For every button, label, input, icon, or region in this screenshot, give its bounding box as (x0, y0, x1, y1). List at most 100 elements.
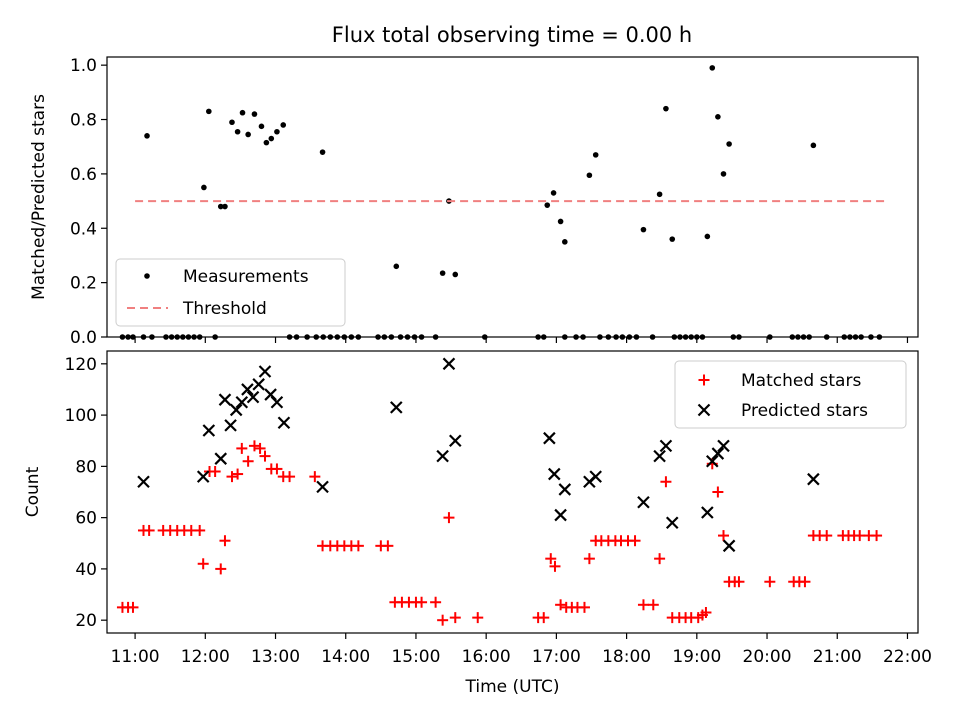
predicted-star-point-b (246, 390, 260, 404)
predicted-star-point (277, 416, 291, 430)
legend-predicted-marker (697, 403, 711, 417)
matched-star-point (472, 612, 484, 624)
predicted-star-point-b (543, 431, 556, 445)
matched-star-point (352, 540, 364, 552)
predicted-star-point-b (554, 508, 567, 522)
predicted-star-point-b (717, 439, 730, 453)
predicted-star-point (390, 401, 403, 414)
predicted-star-point (589, 470, 602, 483)
bottom-xtick-label: 22:00 (883, 647, 932, 667)
predicted-star-point (218, 393, 232, 406)
bottom-xtick-label: 15:00 (391, 647, 440, 667)
legend-matched-marker (698, 374, 710, 386)
top-ytick-label: 0.2 (70, 274, 97, 294)
top-panel: 0.0 0.2 0.4 0.6 0.8 1.0 Matched/Predicted sta… (29, 56, 919, 348)
predicted-star-point (241, 383, 254, 396)
top-ytick-label: 0.6 (70, 165, 97, 185)
top-y-axis-label: Matched/Predicted stars (29, 94, 49, 300)
measurement-point (206, 108, 212, 115)
matched-star-point (821, 530, 833, 542)
bottom-ytick-label: 120 (65, 355, 97, 375)
predicted-star-point-b (448, 434, 462, 448)
matched-star-point (215, 563, 227, 575)
matched-star-point (416, 596, 428, 608)
top-plot-frame (106, 56, 919, 338)
measurement-point (592, 152, 599, 158)
bottom-ytick-label: 60 (75, 509, 97, 529)
predicted-star-point-b (637, 495, 650, 509)
bottom-y-axis-label: Count (23, 466, 43, 517)
predicted-star-point-b (659, 439, 673, 453)
bottom-ytick-label: 40 (75, 560, 97, 580)
predicted-star-point (224, 419, 237, 432)
matched-star-point (647, 599, 659, 611)
bottom-xtick-label: 18:00 (602, 647, 651, 667)
top-x-ticks (134, 337, 909, 343)
measurement-point (557, 218, 564, 225)
bottom-legend: Matched stars Predicted stars (674, 360, 907, 429)
predicted-star-point-b (390, 401, 403, 414)
predicted-star-point (665, 516, 679, 530)
measurement-point (280, 122, 287, 128)
matched-star-point (143, 524, 155, 536)
predicted-star-point-b (548, 467, 561, 481)
matched-star-point (799, 576, 811, 588)
bottom-x-ticks: 11:00 12:00 13:00 14:00 15:00 16:00 17:00 18:00… (111, 633, 932, 667)
measurement-point (229, 119, 235, 126)
predicted-star-point-b (214, 452, 228, 465)
measurement-point (263, 139, 270, 146)
predicted-star-point-b (235, 395, 249, 409)
predicted-star-point-b (252, 378, 265, 391)
predicted-star-point (316, 480, 329, 494)
measurement-point (550, 190, 557, 196)
matched-star-point (219, 535, 231, 547)
measurement-point (544, 202, 551, 208)
bottom-ytick-label: 20 (75, 611, 97, 631)
matched-star-point (712, 486, 724, 498)
matched-star-point (236, 442, 248, 454)
predicted-star-point (436, 449, 449, 463)
predicted-star-point-b (705, 454, 719, 468)
bottom-xtick-label: 11:00 (111, 647, 160, 667)
matched-star-point (871, 530, 883, 542)
predicted-star-point (722, 539, 736, 553)
bottom-y-ticks: 20 40 60 80 100 120 (65, 355, 107, 631)
predicted-star-point-b (218, 393, 232, 406)
predicted-star-point (701, 506, 714, 519)
predicted-star-point-b (807, 472, 820, 486)
measurement-point (274, 128, 280, 135)
measurement-point (201, 184, 207, 191)
legend-matched-label: Matched stars (741, 371, 861, 391)
measurement-point (640, 226, 647, 233)
bottom-plot-frame (106, 350, 919, 634)
matched-star-point (629, 535, 641, 547)
predicted-star-point-b (137, 475, 150, 489)
predicted-star-point-b (202, 424, 216, 437)
predicted-star-point-b (241, 383, 254, 396)
predicted-star-point-b (229, 403, 243, 417)
predicted-star-point (705, 454, 719, 468)
bottom-xtick-label: 16:00 (462, 647, 511, 667)
predicted-star-point-b (277, 416, 291, 430)
measurement-point (715, 114, 721, 120)
predicted-star-point (270, 395, 284, 409)
matched-star-point (449, 612, 461, 624)
measurement-point (562, 239, 568, 245)
predicted-star-point (246, 390, 260, 404)
matched-star-point (583, 553, 595, 565)
matched-star-point (660, 476, 672, 488)
predicted-star-point (807, 472, 820, 486)
legend-predicted-cross-b (697, 403, 711, 417)
predicted-star-point-b (436, 449, 449, 463)
predicted-star-point (137, 475, 150, 489)
legend-measurements-label: Measurements (183, 267, 309, 287)
bottom-xtick-label: 19:00 (672, 647, 721, 667)
measurement-point (704, 233, 711, 240)
matched-star-point (637, 599, 649, 611)
matched-star-point (718, 530, 730, 542)
bottom-xtick-label: 17:00 (532, 647, 581, 667)
predicted-star-point-b (711, 447, 725, 460)
predicted-star-point-b (722, 539, 736, 553)
measurement-point (319, 149, 326, 155)
matched-star-point (733, 576, 745, 588)
